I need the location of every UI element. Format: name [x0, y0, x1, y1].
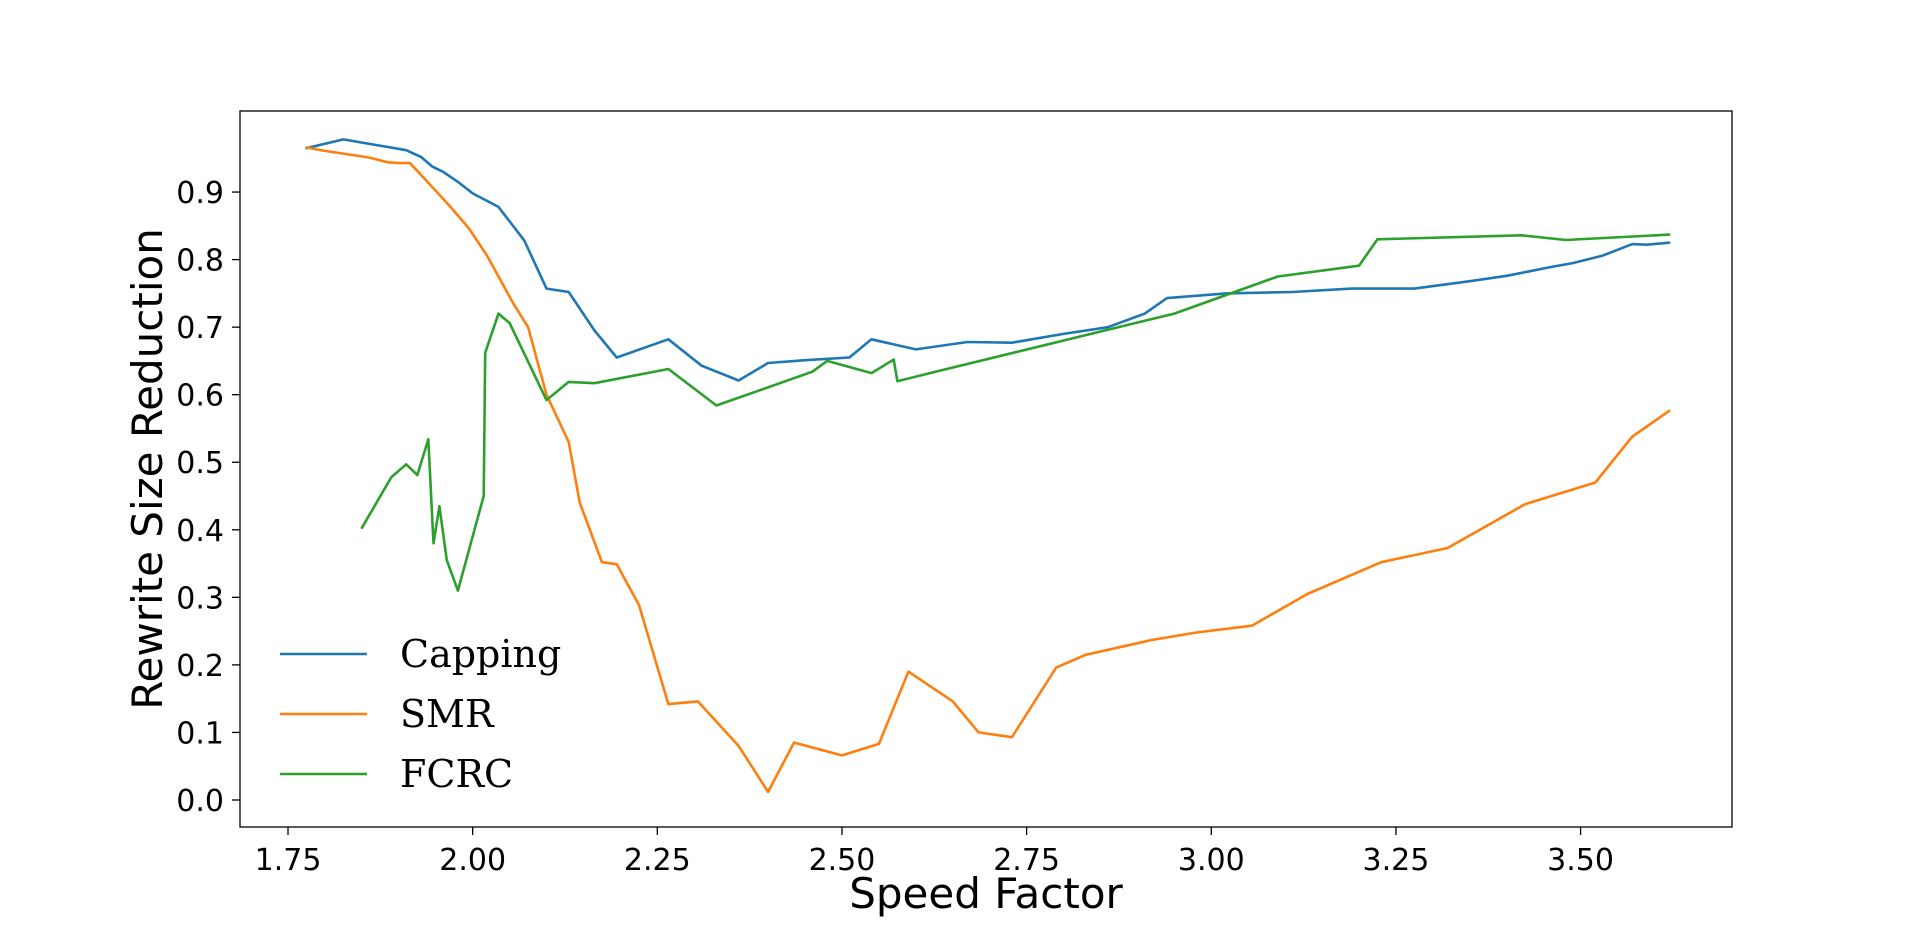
- legend-label-fcrc: FCRC: [400, 752, 513, 796]
- x-axis-ticks: 1.75 2.00 2.25 2.50 2.75 3.00 3.25 3.50: [255, 827, 1614, 878]
- x-axis-title: Speed Factor: [849, 869, 1123, 918]
- x-tick-label: 2.75: [993, 843, 1060, 878]
- legend-label-capping: Capping: [400, 632, 561, 676]
- x-tick-label: 2.25: [624, 843, 691, 878]
- y-tick-label: 0.0: [176, 784, 224, 819]
- plot-frame: [239, 110, 1733, 828]
- x-tick-label: 3.50: [1547, 843, 1614, 878]
- x-tick-label: 3.00: [1178, 843, 1245, 878]
- y-tick-label: 0.2: [176, 649, 224, 684]
- series-line-capping: [305, 138, 1671, 382]
- y-tick-label: 0.9: [176, 176, 224, 211]
- y-tick-label: 0.4: [176, 514, 224, 549]
- y-axis-title: Rewrite Size Reduction: [123, 228, 172, 710]
- legend-label-smr: SMR: [400, 692, 495, 736]
- series-layer: [305, 138, 1671, 794]
- x-tick-label: 2.00: [439, 843, 506, 878]
- x-tick-label: 3.25: [1363, 843, 1430, 878]
- series-line-fcrc: [360, 233, 1671, 592]
- series-line-smr: [305, 146, 1671, 794]
- x-tick-label: 1.75: [255, 843, 322, 878]
- y-tick-label: 0.1: [176, 716, 224, 751]
- y-tick-label: 0.8: [176, 244, 224, 279]
- y-axis-ticks: 0.0 0.1 0.2 0.3 0.4 0.5 0.6 0.7 0.8 0.9: [176, 176, 240, 819]
- y-tick-label: 0.6: [176, 379, 224, 414]
- x-tick-label: 2.50: [809, 843, 876, 878]
- y-tick-label: 0.7: [176, 311, 224, 346]
- y-tick-label: 0.5: [176, 446, 224, 481]
- legend: Capping SMR FCRC: [280, 632, 561, 796]
- y-tick-label: 0.3: [176, 581, 224, 616]
